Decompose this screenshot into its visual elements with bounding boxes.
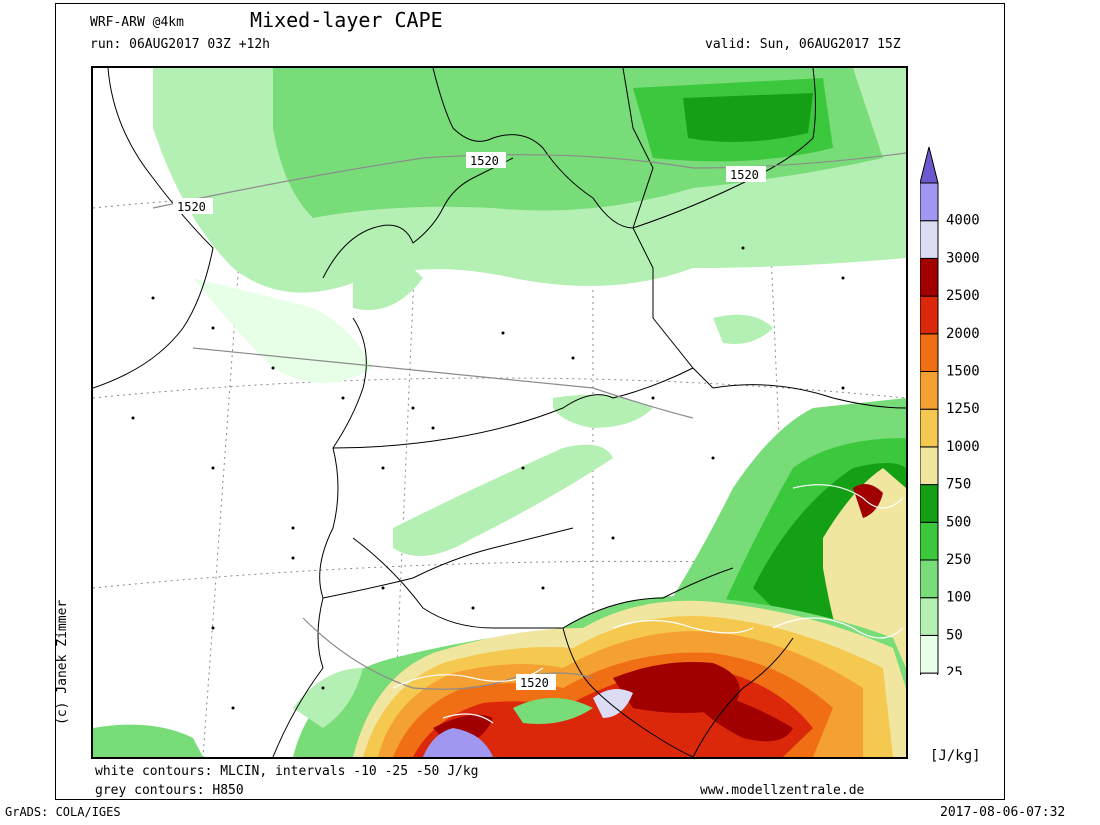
legend-label-1250: 1250 xyxy=(946,401,980,417)
legend-label-50: 50 xyxy=(946,627,963,643)
website-link[interactable]: www.modellzentrale.de xyxy=(700,783,865,798)
legend-swatch-1250 xyxy=(920,371,939,410)
grads-credit: GrADS: COLA/IGES xyxy=(5,805,121,819)
contour-label-2: 1520 xyxy=(470,154,499,168)
grey-contours-note: grey contours: H850 xyxy=(95,783,244,798)
legend-swatch-25 xyxy=(920,634,939,674)
color-legend: 25 50 100 250 500 750 1000 1250 1500 2000 2500 3000… xyxy=(920,146,980,675)
contour-labels: 1520 1520 1520 1520 xyxy=(173,152,766,690)
legend-label-2500: 2500 xyxy=(946,288,980,304)
legend-swatch-1500 xyxy=(920,333,939,373)
legend-swatch-4000 xyxy=(920,182,939,222)
map-canvas: 1520 1520 1520 1520 xyxy=(93,68,906,757)
model-label: WRF-ARW @4km xyxy=(90,15,184,30)
legend-swatch-250 xyxy=(920,521,939,561)
cape-north-band xyxy=(153,68,906,383)
legend-label-250: 250 xyxy=(946,552,971,568)
legend-top-triangle xyxy=(920,146,939,184)
white-contours-note: white contours: MLCIN, intervals -10 -25… xyxy=(95,764,479,779)
run-label: run: 06AUG2017 03Z +12h xyxy=(90,37,271,52)
legend-labels: 25 50 100 250 500 750 1000 1250 1500 2000 2500 3000… xyxy=(946,213,980,675)
legend-swatch-50 xyxy=(920,597,939,636)
legend-label-2000: 2000 xyxy=(946,326,980,342)
legend-bars xyxy=(920,146,939,675)
map-title: Mixed-layer CAPE xyxy=(250,8,443,32)
legend-label-750: 750 xyxy=(946,477,971,493)
h850-contours xyxy=(152,152,906,690)
legend-label-3000: 3000 xyxy=(946,250,980,266)
legend-label-100: 100 xyxy=(946,590,971,606)
station-markers xyxy=(131,246,845,710)
legend-swatch-1000 xyxy=(920,408,939,448)
valid-label: valid: Sun, 06AUG2017 15Z xyxy=(705,37,901,52)
legend-swatch-2500 xyxy=(920,257,939,297)
contour-label-1: 1520 xyxy=(177,200,206,214)
legend-label-25: 25 xyxy=(946,665,963,675)
cape-map: 1520 1520 1520 1520 xyxy=(91,66,908,759)
timestamp: 2017-08-06-07:32 xyxy=(940,805,1066,820)
legend-swatch-500 xyxy=(920,484,939,523)
contour-label-3: 1520 xyxy=(730,168,759,182)
legend-swatch-3000 xyxy=(920,220,939,259)
legend-label-1000: 1000 xyxy=(946,439,980,455)
legend-swatch-750 xyxy=(920,446,939,486)
cape-south-maximum xyxy=(93,596,906,757)
copyright-credit: (c) Janek Zimmer xyxy=(55,599,70,725)
coastlines-borders xyxy=(93,68,906,757)
cape-central-patches xyxy=(393,314,773,556)
legend-label-500: 500 xyxy=(946,514,971,530)
legend-swatch-2000 xyxy=(920,295,939,335)
contour-label-4: 1520 xyxy=(520,676,549,690)
legend-unit: [J/kg] xyxy=(930,748,981,764)
legend-swatch-100 xyxy=(920,559,939,599)
legend-label-4000: 4000 xyxy=(946,213,980,229)
legend-label-1500: 1500 xyxy=(946,364,980,380)
